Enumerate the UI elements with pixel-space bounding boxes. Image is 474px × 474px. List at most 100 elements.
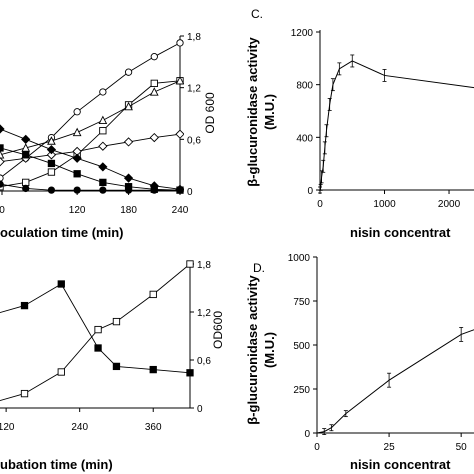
panel-b-y-tick-label: 1,8 — [197, 260, 211, 271]
panel-c-x-axis-label: nisin concentrat — [350, 225, 451, 240]
panel-b-x-tick-label: 240 — [71, 422, 88, 433]
panel-a-series-3-point — [149, 132, 159, 143]
panel-b-series-0-point — [20, 301, 29, 310]
panel-d-label: D. — [253, 261, 265, 275]
panel-b-series-1-point — [149, 290, 157, 299]
panel-a-series-6-point — [47, 186, 56, 194]
panel-a-series-0-point — [99, 88, 107, 96]
panel-a-series-5-point — [99, 178, 107, 187]
panel-a-series-3-point — [0, 157, 5, 167]
panel-a-series-4-point — [98, 162, 108, 172]
panel-a-series-3-point — [175, 129, 184, 139]
panel-a-series-3-point — [123, 137, 134, 147]
panel-d-x-tick-label: 0 — [314, 442, 320, 453]
panel-a-series-5-point — [22, 151, 30, 159]
panel-a-series-2-point — [72, 127, 82, 137]
panel-a-series-0-point — [124, 68, 133, 76]
panel-a-series-0-point — [150, 53, 158, 61]
panel-b-series-0-point — [149, 365, 157, 374]
panel-a-x-tick-label: 240 — [172, 205, 189, 216]
panel-a-series-4-point — [72, 153, 82, 163]
panel-a-series-1-point — [22, 178, 30, 187]
panel-a-series-1-point — [150, 79, 158, 88]
panel-b-series-1-point — [94, 325, 102, 334]
panel-a-series-0-line — [0, 42, 181, 179]
panel-d-series-line — [316, 329, 474, 434]
panel-a-series-0-point — [0, 174, 4, 182]
panel-b-series-0-point — [186, 369, 194, 377]
panel-a-series-4-point — [46, 145, 57, 155]
panel-c-series-line — [319, 60, 474, 191]
panel-a-series-4-point — [123, 173, 134, 183]
panel-a-series-6-point — [73, 186, 81, 194]
panel-b-series-0-point — [112, 362, 121, 371]
panel-b-series-1-line — [0, 263, 191, 402]
panel-a-series-2-point — [98, 115, 108, 125]
panel-b-series-0-point — [57, 280, 65, 288]
panel-a-series-2-point — [0, 150, 5, 159]
panel-a-right-axis-label: OD 600 — [203, 92, 217, 134]
panel-a-series-1-point — [47, 168, 56, 176]
panel-a-series-6-point — [124, 186, 133, 194]
panel-c-y-axis-label-line1: β-glucuronidase activity — [245, 36, 260, 186]
panel-a-series-5-point — [73, 170, 81, 178]
panel-c-glucuronidase-chart: C. 0 1000 2000 0 400 800 1200 β-glucuronidase… — [245, 7, 474, 240]
panel-a-y-tick-label: 0 — [187, 187, 193, 198]
panel-c-x-tick-label: 2000 — [438, 199, 461, 210]
panel-a-y-tick-label: 1,2 — [187, 84, 201, 95]
panel-d-y-axis-label-line1: β-glucuronidase activity — [245, 274, 260, 424]
panel-c-x-tick-label: 0 — [317, 199, 323, 210]
panel-b-right-axis-label: OD600 — [211, 311, 225, 349]
panel-b-x-tick-label: 120 — [0, 422, 15, 433]
panel-b-od-growth-chart: 120 240 360 00,61,21,8 ubation time (min) … — [0, 260, 225, 472]
panel-c-y-tick-label: 0 — [307, 186, 313, 197]
panel-a-series-4-point — [0, 124, 5, 134]
panel-d-glucuronidase-chart: D. 0 25 50 0 250 500 750 1000 β-glucuronidase … — [245, 253, 474, 472]
panel-a-y-tick-label: 1,8 — [187, 32, 201, 43]
panel-a-series-2-point — [175, 75, 184, 85]
panel-a-series-6-point — [0, 180, 4, 188]
panel-a-series-2-point — [149, 87, 159, 96]
panel-a-od-growth-chart: 0 120 180 240 0 0,6 1,2 1,8 oculation time (mi… — [0, 32, 217, 240]
panel-d-y-axis-label-line2: (M.U.) — [262, 332, 277, 368]
panel-a-series-2-point — [124, 101, 133, 111]
panel-a-x-tick-label: 180 — [120, 205, 137, 216]
panel-d-y-tick-label: 750 — [293, 297, 310, 308]
panel-a-series-3-point — [46, 150, 57, 160]
panel-b-y-tick-label: 0,6 — [197, 356, 211, 367]
panel-d-y-tick-label: 250 — [293, 385, 310, 396]
panel-b-series-1-point — [186, 260, 194, 268]
panel-a-y-tick-label: 0,6 — [187, 135, 201, 146]
panel-c-label: C. — [251, 7, 263, 21]
panel-a-series-5-point — [0, 144, 4, 152]
panel-a-series-6-point — [150, 186, 158, 194]
panel-b-series-1-point — [57, 368, 65, 376]
panel-c-y-tick-label: 1200 — [291, 28, 314, 39]
panel-d-y-tick-label: 1000 — [288, 253, 311, 264]
panel-b-x-tick-label: 360 — [145, 422, 162, 433]
panel-d-y-tick-label: 0 — [304, 429, 310, 440]
panel-a-series-6-point — [99, 186, 107, 194]
panel-a-series-6-point — [176, 186, 184, 194]
panel-c-y-tick-label: 400 — [296, 133, 313, 144]
panel-a-x-axis-label: oculation time (min) — [0, 225, 124, 240]
panel-c-x-tick-label: 1000 — [373, 199, 396, 210]
panel-a-series-6-point — [22, 184, 30, 193]
panel-b-series-0-point — [94, 344, 102, 352]
panel-a-series-1-point — [99, 127, 107, 135]
panel-c-y-axis-label-line2: (M.U.) — [262, 94, 277, 130]
panel-a-series-3-point — [98, 141, 108, 151]
panel-b-y-tick-label: 0 — [197, 404, 203, 415]
panel-a-series-2-point — [21, 143, 31, 152]
panel-a-series-4-point — [21, 134, 31, 144]
panel-b-series-1-point — [112, 317, 121, 326]
panel-c-y-tick-label: 800 — [296, 81, 313, 92]
panel-d-x-axis-label: nisin concentrat — [350, 457, 451, 472]
panel-d-y-tick-label: 500 — [293, 341, 310, 352]
panel-a-series-0-point — [73, 108, 81, 116]
panel-d-x-tick-label: 25 — [384, 442, 396, 453]
panel-a-series-5-point — [47, 159, 56, 168]
panel-b-x-axis-label: ubation time (min) — [0, 457, 113, 472]
panel-b-y-tick-label: 1,2 — [197, 308, 211, 319]
